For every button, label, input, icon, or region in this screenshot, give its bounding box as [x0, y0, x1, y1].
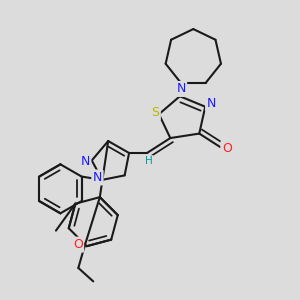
Text: S: S [152, 106, 159, 119]
Text: O: O [73, 238, 83, 251]
Text: N: N [80, 154, 90, 167]
Text: O: O [222, 142, 232, 155]
Text: H: H [145, 156, 152, 166]
Text: N: N [93, 171, 102, 184]
Text: N: N [176, 82, 186, 95]
Text: N: N [206, 97, 216, 110]
